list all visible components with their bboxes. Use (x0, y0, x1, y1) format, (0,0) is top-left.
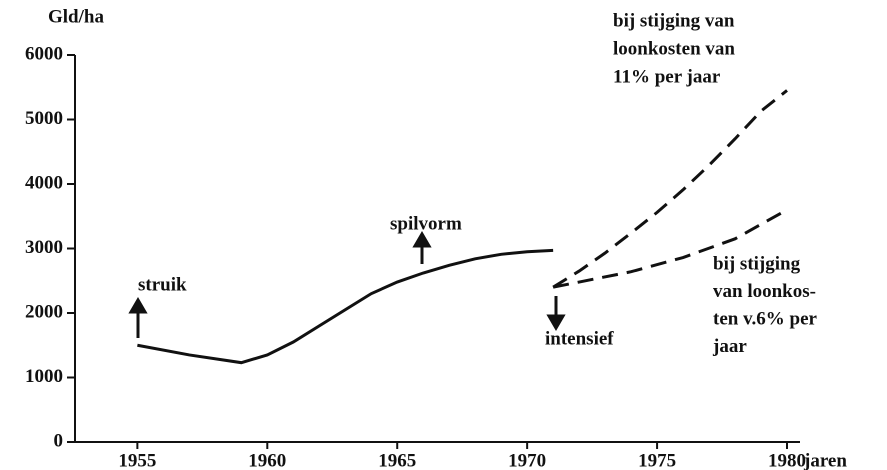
arrow-head (128, 297, 148, 314)
annotation: bij stijging van (613, 10, 735, 31)
y-tick-label: 4000 (25, 172, 63, 193)
y-tick-label: 1000 (25, 366, 63, 387)
y-tick-label: 2000 (25, 301, 63, 322)
annotation: struik (138, 274, 187, 295)
x-axis-label: jaren (803, 450, 847, 470)
annotation: ten v.6% per (713, 308, 818, 329)
x-tick-label: 1965 (378, 450, 416, 470)
x-tick-label: 1955 (118, 450, 156, 470)
arrow-head (546, 314, 566, 331)
y-tick-label: 5000 (25, 108, 63, 129)
y-axis-label: Gld/ha (48, 6, 104, 27)
x-tick-label: 1960 (248, 450, 286, 470)
annotation: intensief (545, 328, 614, 349)
data-line (552, 89, 788, 289)
annotation: loonkosten van (613, 38, 735, 59)
y-tick-label: 3000 (25, 237, 63, 258)
x-tick-label: 1980 (768, 450, 806, 470)
annotation: bij stijging (713, 253, 801, 274)
annotation: jaar (712, 336, 747, 357)
arrow-head (412, 231, 432, 248)
y-tick-label: 6000 (25, 43, 63, 64)
annotation: spilvorm (390, 213, 462, 234)
data-line (552, 208, 788, 289)
arrows (128, 231, 566, 338)
x-tick-label: 1970 (508, 450, 546, 470)
annotation: van loonkos- (713, 281, 816, 302)
x-tick-label: 1975 (638, 450, 676, 470)
annotation: 11% per jaar (613, 66, 721, 87)
y-tick-label: 0 (54, 430, 64, 451)
data-line (137, 248, 554, 365)
